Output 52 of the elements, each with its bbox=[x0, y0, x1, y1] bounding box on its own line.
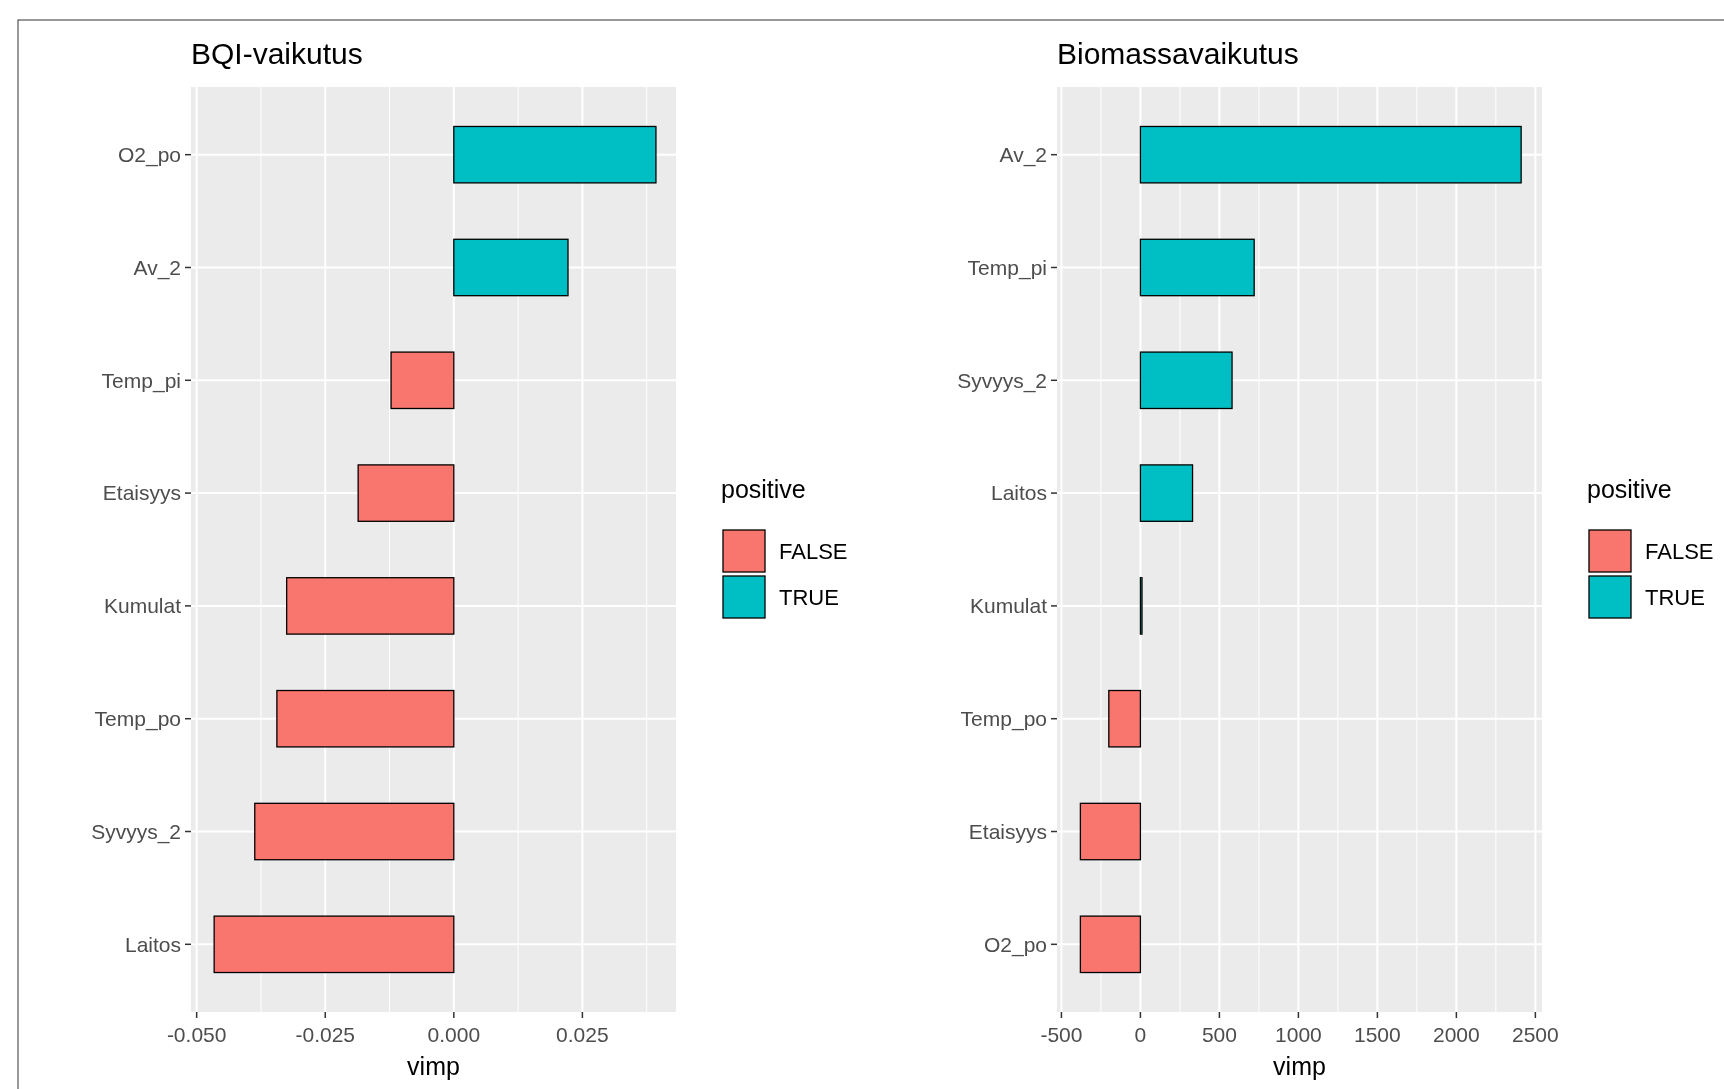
y-tick-label: Av_2 bbox=[999, 143, 1047, 168]
x-tick-label: 0.025 bbox=[556, 1023, 609, 1046]
y-tick-label: Temp_pi bbox=[967, 255, 1047, 280]
x-tick-label: -0.025 bbox=[295, 1023, 356, 1046]
legend-label: FALSE bbox=[1645, 538, 1714, 564]
y-tick-label: Syvyys_2 bbox=[957, 368, 1047, 393]
y-tick-label: O2_po bbox=[117, 143, 181, 168]
legend-label: FALSE bbox=[779, 538, 848, 564]
x-tick-label: 0 bbox=[1134, 1023, 1147, 1046]
legend-title: positive bbox=[721, 475, 806, 503]
x-tick-label: 2000 bbox=[1433, 1023, 1480, 1046]
bar bbox=[1079, 915, 1142, 974]
bar bbox=[357, 464, 455, 522]
x-tick-label: -0.050 bbox=[166, 1023, 227, 1046]
y-tick-label: Syvyys_2 bbox=[91, 819, 181, 844]
x-tick-label: 2500 bbox=[1512, 1023, 1559, 1046]
y-tick-label: Kumulat bbox=[103, 594, 182, 618]
y-tick-label: Temp_po bbox=[960, 707, 1047, 732]
y-tick-label: Laitos bbox=[124, 932, 181, 956]
chart-title: Biomassavaikutus bbox=[1057, 37, 1299, 70]
y-tick-label: Etaisyys bbox=[968, 819, 1047, 843]
bar bbox=[1079, 802, 1142, 861]
x-tick-label: 1000 bbox=[1275, 1023, 1322, 1046]
chart-title: BQI-vaikutus bbox=[191, 37, 363, 70]
bar bbox=[1139, 464, 1194, 522]
bar bbox=[286, 577, 455, 635]
bar bbox=[254, 802, 455, 861]
x-tick-label: 1500 bbox=[1354, 1023, 1401, 1046]
y-tick-label: O2_po bbox=[983, 932, 1047, 957]
legend-label: TRUE bbox=[779, 584, 839, 610]
bar bbox=[453, 125, 657, 184]
bar bbox=[1139, 351, 1233, 410]
bar bbox=[1108, 689, 1142, 748]
y-tick-label: Temp_pi bbox=[101, 368, 181, 393]
y-tick-label: Kumulat bbox=[969, 594, 1048, 618]
y-tick-label: Laitos bbox=[990, 481, 1047, 505]
bar bbox=[213, 915, 455, 974]
bar bbox=[390, 351, 455, 410]
bar bbox=[276, 689, 455, 748]
y-tick-label: Etaisyys bbox=[102, 481, 181, 505]
x-tick-label: 0.000 bbox=[427, 1023, 481, 1046]
y-tick-label: Av_2 bbox=[133, 255, 181, 280]
legend-label: TRUE bbox=[1645, 584, 1705, 610]
legend-title: positive bbox=[1587, 475, 1672, 503]
bar bbox=[1139, 125, 1522, 184]
x-axis-title: vimp bbox=[407, 1052, 460, 1080]
x-tick-label: -500 bbox=[1040, 1023, 1083, 1046]
bar bbox=[1139, 238, 1255, 297]
bar bbox=[453, 238, 569, 297]
x-axis-title: vimp bbox=[1273, 1052, 1326, 1080]
y-tick-label: Temp_po bbox=[94, 707, 181, 732]
x-tick-label: 500 bbox=[1201, 1023, 1237, 1046]
